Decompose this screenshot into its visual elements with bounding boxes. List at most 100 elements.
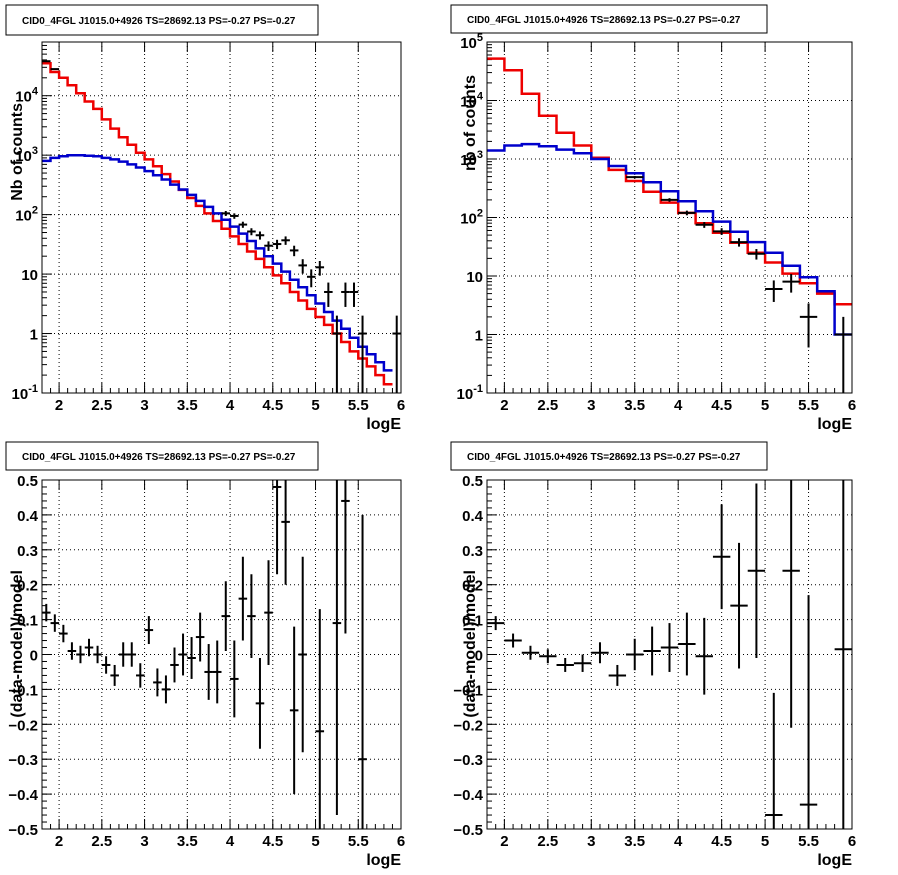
y-tick-label: 0 <box>475 648 483 665</box>
x-tick-label: 4.5 <box>711 833 732 850</box>
y-tick-label: 102 <box>460 208 483 228</box>
y-tick-label: −0.5 <box>8 822 38 839</box>
plot-area <box>487 57 852 393</box>
x-tick-label: 4.5 <box>262 833 283 850</box>
title-box <box>5 4 319 36</box>
x-tick-label: 2 <box>500 397 508 414</box>
x-tick-label: 5.5 <box>798 397 819 414</box>
x-tick-label: 4.5 <box>711 397 732 414</box>
y-tick-label: 0.1 <box>17 613 38 630</box>
total-model-histogram <box>487 57 852 306</box>
x-tick-label: 3 <box>140 397 148 414</box>
y-tick-label: −0.2 <box>453 717 483 734</box>
y-tick-label: 10 <box>21 267 38 284</box>
y-tick-label: 0.4 <box>17 508 39 525</box>
panel-title: CID0_4FGL J1015.0+4926 TS=28692.13 PS=-0… <box>22 16 296 27</box>
panel-title: CID0_4FGL J1015.0+4926 TS=28692.13 PS=-0… <box>467 15 741 26</box>
plot-frame <box>41 41 402 394</box>
y-tick-label: −0.1 <box>8 682 38 699</box>
x-tick-label: 4 <box>674 833 683 850</box>
total-model-histogram <box>42 62 393 386</box>
plot-frame <box>41 479 402 830</box>
x-tick-label: 6 <box>397 397 405 414</box>
y-tick-label: 10 <box>466 269 483 286</box>
y-tick-label: 0.3 <box>17 543 38 560</box>
x-tick-label: 2 <box>55 833 63 850</box>
x-tick-label: 2.5 <box>537 397 558 414</box>
panel-top-left: 2 2.5 3 3.5 4 4.5 5 5.5 610-1110102103104CID0_4F… <box>5 4 405 433</box>
x-tick-label: 5 <box>311 833 319 850</box>
title-box <box>450 441 768 471</box>
y-tick-label: 10-1 <box>12 383 38 403</box>
x-tick-label: 5.5 <box>348 397 369 414</box>
y-axis-label: Nb of counts <box>9 103 26 201</box>
x-tick-label: 2.5 <box>91 397 112 414</box>
plot-frame <box>486 479 853 830</box>
x-tick-label: 4.5 <box>262 397 283 414</box>
plot-area <box>42 60 401 393</box>
y-axis-label: nb of counts <box>462 75 479 171</box>
plot-frame <box>486 41 853 394</box>
y-tick-label: 10-1 <box>457 383 483 403</box>
x-tick-label: 2 <box>55 397 63 414</box>
y-tick-label: 1 <box>30 327 38 344</box>
y-tick-label: −0.4 <box>8 787 38 804</box>
y-tick-label: −0.4 <box>453 787 483 804</box>
panel-title: CID0_4FGL J1015.0+4926 TS=28692.13 PS=-0… <box>467 452 741 463</box>
x-tick-label: 5 <box>761 833 769 850</box>
title-box <box>450 4 768 34</box>
x-tick-label: 3.5 <box>624 833 645 850</box>
plot-area <box>42 480 367 829</box>
x-axis-label: logE <box>817 416 852 433</box>
x-tick-label: 2.5 <box>537 833 558 850</box>
component-model-histogram <box>42 153 393 372</box>
x-tick-label: 5 <box>761 397 769 414</box>
title-box <box>5 441 319 471</box>
x-tick-label: 4 <box>674 397 683 414</box>
y-tick-label: 1 <box>475 328 483 345</box>
x-tick-label: 2 <box>500 833 508 850</box>
plot-area <box>487 480 852 829</box>
y-tick-label: 105 <box>460 32 483 52</box>
y-tick-label: 0.4 <box>462 508 484 525</box>
y-tick-label: 102 <box>15 205 38 225</box>
x-tick-label: 3.5 <box>177 833 198 850</box>
y-tick-label: −0.2 <box>8 717 38 734</box>
component-model-histogram <box>487 142 852 336</box>
x-tick-label: 5 <box>311 397 319 414</box>
y-tick-label: −0.1 <box>453 682 483 699</box>
x-tick-label: 6 <box>848 397 856 414</box>
y-tick-label: 0.5 <box>17 473 38 490</box>
y-axis-label: (data-model)/model <box>462 570 479 718</box>
panel-top-right: 2 2.5 3 3.5 4 4.5 5 5.5 610-1110102103104105CID0… <box>450 4 856 433</box>
x-axis-label: logE <box>817 852 852 869</box>
panel-bottom-left: 2 2.5 3 3.5 4 4.5 5 5.5 6 −0.5 −0.4 −0.3 −0.2 −0.1 0 0.… <box>5 441 405 869</box>
y-tick-label: 0.3 <box>462 543 483 560</box>
x-tick-label: 6 <box>848 833 856 850</box>
x-tick-label: 4 <box>226 397 235 414</box>
panel-title: CID0_4FGL J1015.0+4926 TS=28692.13 PS=-0… <box>22 452 296 463</box>
x-tick-label: 3.5 <box>177 397 198 414</box>
x-tick-label: 3 <box>587 397 595 414</box>
y-tick-label: −0.5 <box>453 822 483 839</box>
x-tick-label: 3 <box>140 833 148 850</box>
y-tick-label: −0.3 <box>453 752 483 769</box>
y-tick-label: 0.2 <box>462 578 483 595</box>
y-tick-label: 0.5 <box>462 473 483 490</box>
x-tick-label: 5.5 <box>798 833 819 850</box>
x-tick-label: 2.5 <box>91 833 112 850</box>
y-tick-label: 0 <box>30 648 38 665</box>
x-axis-label: logE <box>366 416 401 433</box>
x-tick-label: 6 <box>397 833 405 850</box>
y-tick-label: 0.1 <box>462 613 483 630</box>
x-tick-label: 3.5 <box>624 397 645 414</box>
x-tick-label: 4 <box>226 833 235 850</box>
x-tick-label: 3 <box>587 833 595 850</box>
y-tick-label: −0.3 <box>8 752 38 769</box>
y-axis-label: (data-model)/model <box>9 570 26 718</box>
panel-bottom-right: 2 2.5 3 3.5 4 4.5 5 5.5 6 −0.5 −0.4 −0.3 −0.2 −0.1 0 0.… <box>450 441 856 869</box>
x-tick-label: 5.5 <box>348 833 369 850</box>
y-tick-label: 0.2 <box>17 578 38 595</box>
x-axis-label: logE <box>366 852 401 869</box>
